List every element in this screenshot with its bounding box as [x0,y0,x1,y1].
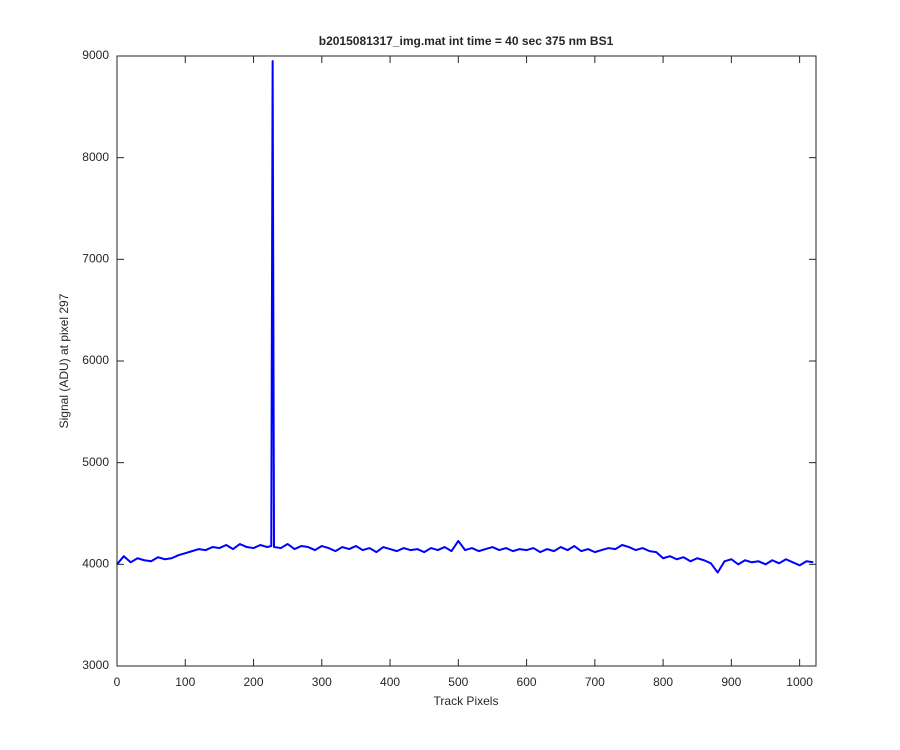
chart-title: b2015081317_img.mat int time = 40 sec 37… [319,34,614,48]
y-tick-label: 6000 [82,353,109,367]
x-tick-label: 300 [312,675,332,689]
y-tick-label: 9000 [82,48,109,62]
x-tick-label: 900 [721,675,741,689]
x-tick-label: 500 [448,675,468,689]
y-tick-label: 8000 [82,150,109,164]
y-tick-label: 3000 [82,658,109,672]
data-line [116,60,814,574]
y-axis-label: Signal (ADU) at pixel 297 [57,293,71,428]
x-tick-label: 1000 [786,675,813,689]
x-tick-label: 800 [653,675,673,689]
x-tick-label: 0 [114,675,121,689]
x-tick-label: 200 [244,675,264,689]
x-tick-label: 400 [380,675,400,689]
y-tick-label: 7000 [82,252,109,266]
x-tick-label: 600 [517,675,537,689]
y-tick-label: 4000 [82,557,109,571]
x-tick-label: 700 [585,675,605,689]
x-tick-label: 100 [175,675,195,689]
axes-box [116,55,817,667]
y-tick-label: 5000 [82,455,109,469]
x-axis-label: Track Pixels [434,694,499,708]
